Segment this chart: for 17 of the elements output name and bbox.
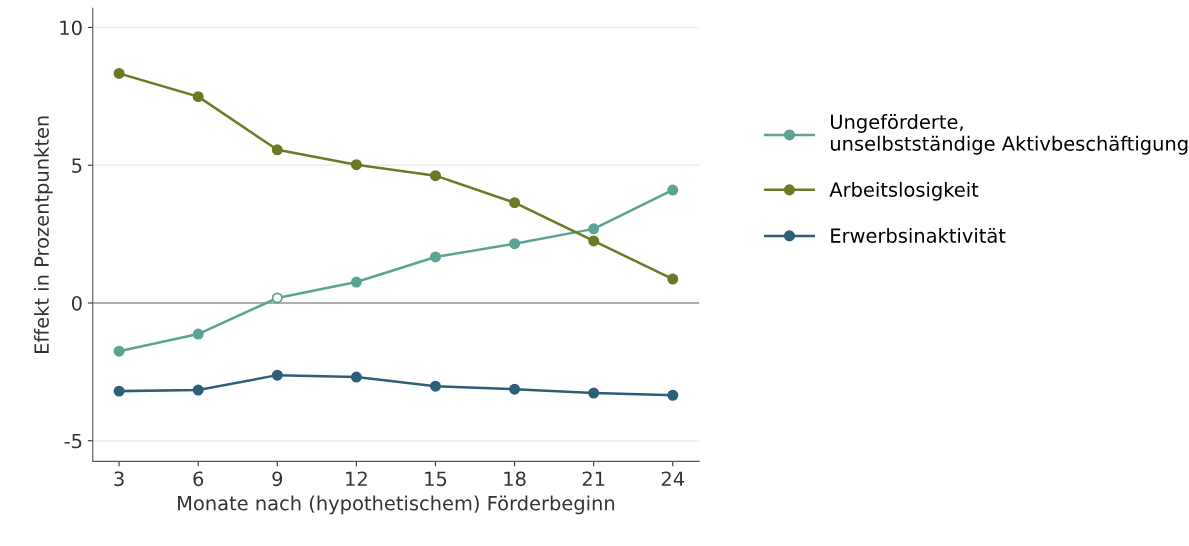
x-tick-label: 6: [193, 471, 204, 487]
y-tick-label: -5: [64, 433, 82, 449]
legend-label: Ungeförderte, unselbstständige Aktivbeschäftigung: [830, 114, 1188, 155]
y-tick-label: 0: [71, 295, 82, 311]
x-tick-label: 21: [582, 471, 605, 486]
x-tick-label: 9: [272, 471, 283, 487]
x-tick-label: 3: [114, 471, 124, 487]
legend-label: Arbeitslosigkeit: [829, 181, 979, 201]
legend-label: Erwerbsinaktivität: [831, 227, 1006, 243]
x-tick-label: 15: [425, 471, 447, 487]
x-tick-label: 18: [504, 471, 526, 487]
x-tick-label: 12: [346, 471, 367, 486]
y-tick-label: 10: [60, 20, 82, 36]
y-axis-title: Effekt in Prozentpunkten: [33, 116, 53, 353]
y-tick-label: 5: [72, 158, 82, 173]
x-tick-label: 24: [661, 471, 685, 486]
x-axis-title: Monate nach (hypothetischem) Förderbeginn: [178, 495, 615, 515]
